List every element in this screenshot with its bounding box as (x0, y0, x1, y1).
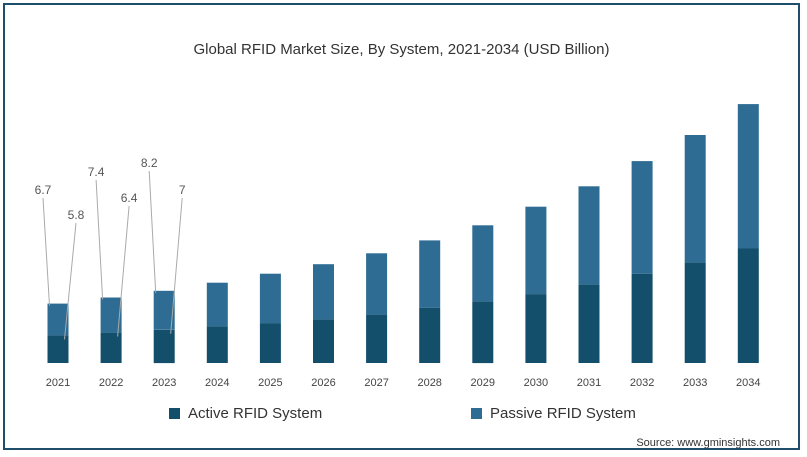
bar-passive-2033 (684, 135, 706, 263)
data-label-2021-passive: 6.7 (35, 183, 52, 197)
bar-active-2027 (366, 314, 388, 363)
x-tick-label-2023: 2023 (152, 377, 176, 389)
bar-active-2028 (419, 307, 441, 363)
bar-active-2031 (578, 284, 600, 363)
leader-line-2021-active (64, 222, 77, 340)
legend-swatch-active (169, 408, 180, 419)
x-tick-label-2027: 2027 (364, 377, 388, 389)
x-tick-label-2029: 2029 (471, 377, 495, 389)
x-tick-label-2031: 2031 (577, 377, 601, 389)
bar-passive-2034 (737, 104, 759, 249)
chart-legend: Active RFID System Passive RFID System (5, 405, 798, 427)
bar-passive-2029 (472, 225, 494, 302)
x-tick-label-2033: 2033 (683, 377, 707, 389)
data-label-2021-active: 5.8 (68, 208, 85, 222)
bar-passive-2024 (206, 282, 228, 327)
legend-item-passive: Passive RFID System (471, 405, 636, 422)
x-tick-label-2025: 2025 (258, 377, 282, 389)
bar-passive-2030 (525, 206, 547, 295)
bar-active-2032 (631, 273, 653, 363)
legend-label-passive: Passive RFID System (490, 405, 636, 422)
bar-active-2033 (684, 262, 706, 363)
x-tick-label-2034: 2034 (736, 377, 760, 389)
legend-swatch-passive (471, 408, 482, 419)
bar-active-2030 (525, 294, 547, 363)
leader-line-2023-active (170, 197, 183, 334)
bar-passive-2032 (631, 161, 653, 274)
leader-line-2023-passive (148, 170, 157, 293)
bar-passive-2022 (100, 297, 122, 333)
bar-passive-2028 (419, 240, 441, 308)
data-label-2023-active: 7 (179, 183, 186, 197)
bar-passive-2025 (259, 273, 281, 324)
bar-active-2022 (100, 332, 122, 363)
bar-passive-2023 (153, 290, 175, 330)
x-tick-label-2024: 2024 (205, 377, 229, 389)
bar-passive-2031 (578, 186, 600, 285)
chart-title: Global RFID Market Size, By System, 2021… (193, 41, 610, 58)
chart-plot: 2021 2022 2023 2024 2025 2026 2027 2028 2029 2030… (35, 104, 761, 389)
bar-active-2025 (259, 323, 281, 363)
source-note: Source: www.gminsights.com (636, 437, 780, 449)
bar-active-2024 (206, 326, 228, 363)
bar-active-2023 (153, 329, 175, 364)
bar-passive-2021 (47, 303, 69, 336)
leader-line-2021-passive (42, 197, 50, 306)
data-label-2022-passive: 7.4 (88, 165, 105, 179)
bar-active-2029 (472, 301, 494, 364)
x-tick-label-2030: 2030 (524, 377, 548, 389)
bar-passive-2027 (366, 253, 388, 315)
legend-label-active: Active RFID System (188, 405, 323, 422)
leader-line-2022-active (117, 205, 130, 337)
x-tick-label-2032: 2032 (630, 377, 654, 389)
data-label-2022-active: 6.4 (121, 191, 138, 205)
bar-passive-2026 (313, 264, 334, 320)
leader-line-2022-passive (95, 179, 104, 300)
bar-active-2034 (737, 248, 759, 363)
bar-active-2026 (313, 319, 334, 363)
bar-active-2021 (47, 335, 69, 363)
legend-item-active: Active RFID System (169, 405, 322, 422)
data-label-2023-passive: 8.2 (141, 156, 158, 170)
x-tick-label-2026: 2026 (311, 377, 335, 389)
x-tick-label-2022: 2022 (99, 377, 123, 389)
x-tick-label-2021: 2021 (46, 377, 70, 389)
chart-frame: Global RFID Market Size, By System, 2021… (3, 3, 800, 450)
x-tick-label-2028: 2028 (417, 377, 441, 389)
